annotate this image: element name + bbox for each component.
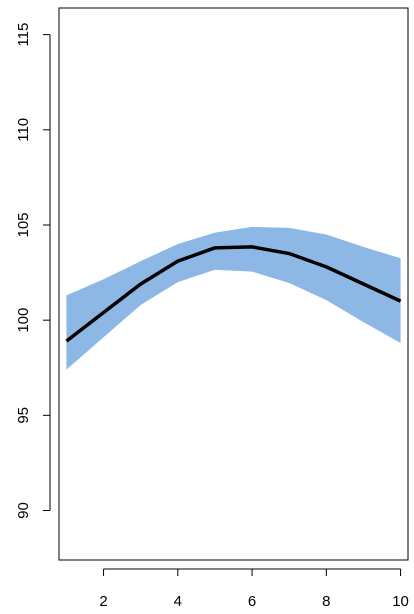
y-tick-label: 90 [15, 502, 32, 519]
x-tick-label: 8 [322, 593, 330, 610]
x-tick-label: 6 [248, 593, 256, 610]
y-axis: 90 95 100 105 110 115 [15, 23, 51, 519]
y-tick-label: 100 [15, 308, 32, 333]
x-tick-label: 4 [174, 593, 182, 610]
x-tick-label: 2 [99, 593, 107, 610]
y-tick-label: 105 [15, 212, 32, 237]
x-tick-label: 10 [392, 593, 409, 610]
y-tick-label: 95 [15, 407, 32, 424]
series-line [65, 245, 402, 343]
series-line-layer [65, 245, 402, 343]
x-axis: 2 4 6 8 10 [99, 568, 409, 610]
y-tick-label: 115 [15, 23, 32, 47]
plot-box [58, 7, 409, 561]
y-tick-label: 110 [15, 118, 32, 142]
